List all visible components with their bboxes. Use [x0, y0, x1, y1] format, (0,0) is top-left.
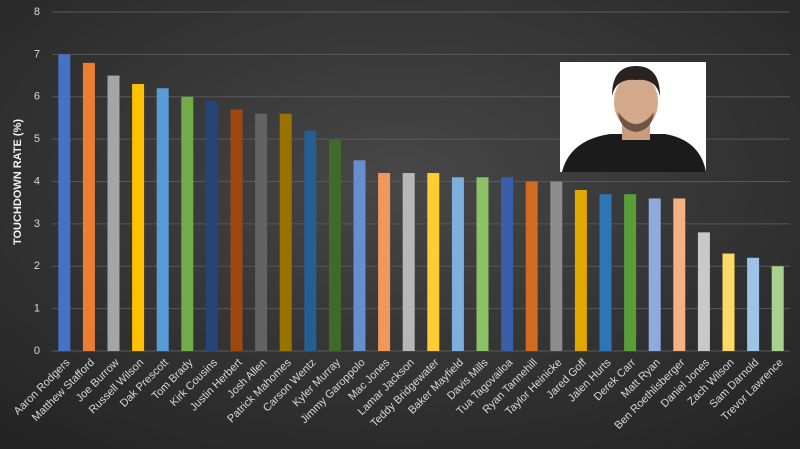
bar [697, 232, 710, 351]
bar [304, 130, 317, 351]
bar [771, 266, 784, 351]
y-tick-label: 3 [34, 218, 40, 230]
player-photo [560, 62, 706, 172]
bar [230, 109, 243, 352]
bar [722, 253, 735, 351]
bar [747, 257, 760, 351]
bar [205, 100, 218, 351]
bar [58, 54, 71, 351]
bar [402, 173, 415, 351]
y-axis-title: TOUCHDOWN RATE (%) [12, 119, 24, 245]
bar [451, 177, 464, 351]
y-tick-label: 5 [34, 133, 40, 145]
y-tick-label: 2 [34, 260, 40, 272]
bar [181, 96, 194, 351]
bar [673, 198, 686, 351]
bar [156, 88, 169, 352]
bar [378, 173, 391, 351]
bar [648, 198, 661, 351]
bar [599, 194, 612, 351]
y-tick-label: 0 [34, 345, 40, 357]
y-tick-label: 6 [34, 91, 40, 103]
bar [427, 173, 440, 351]
bar [574, 189, 587, 351]
bar [624, 194, 637, 351]
y-tick-label: 4 [34, 175, 40, 187]
bar [525, 181, 538, 351]
y-tick-label: 1 [34, 303, 40, 315]
y-tick-label: 8 [34, 6, 40, 18]
bar [107, 75, 120, 351]
bar [476, 177, 489, 351]
y-tick-label: 7 [34, 48, 40, 60]
bar [279, 113, 292, 351]
bar [82, 62, 95, 351]
bar [255, 113, 268, 351]
bar [132, 84, 145, 351]
bar [328, 139, 341, 351]
bar [501, 177, 514, 351]
bar [353, 160, 366, 351]
bar [550, 181, 563, 351]
